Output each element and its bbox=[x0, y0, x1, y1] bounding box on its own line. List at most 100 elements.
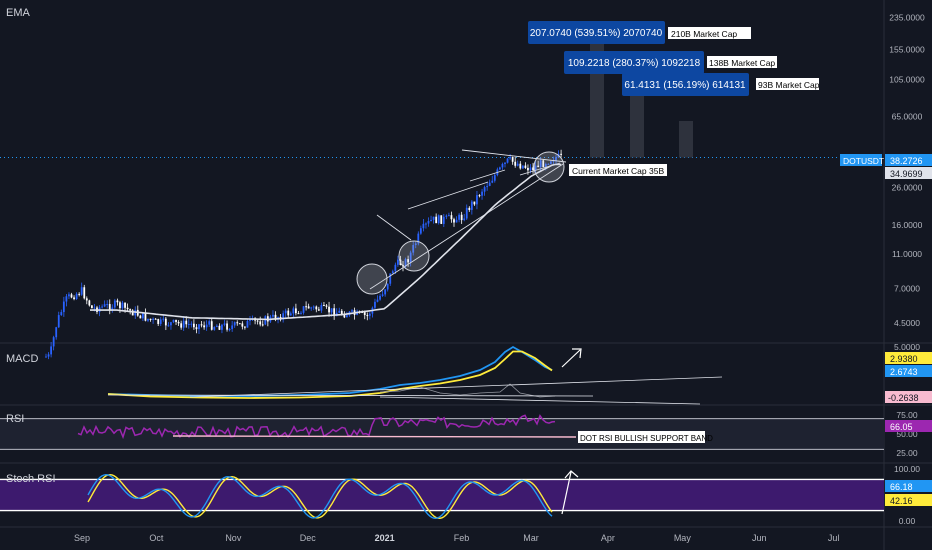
candle-body bbox=[113, 300, 116, 308]
svg-text:2.6743: 2.6743 bbox=[890, 367, 918, 377]
candle-body bbox=[164, 318, 167, 326]
candle-body bbox=[445, 215, 448, 217]
candle-body bbox=[167, 325, 170, 327]
candle-body bbox=[108, 304, 111, 310]
price-tick-label: 26.0000 bbox=[892, 182, 923, 192]
candle-body bbox=[261, 324, 264, 326]
rsi-support-note: DOT RSI BULLISH SUPPORT BAND bbox=[578, 431, 713, 443]
candle-body bbox=[244, 326, 246, 328]
macd-trend-line bbox=[107, 394, 594, 397]
candle-body bbox=[221, 324, 223, 330]
candle-body bbox=[493, 175, 496, 181]
candle-body bbox=[185, 320, 188, 325]
candle-body bbox=[93, 307, 96, 309]
rsi-line bbox=[77, 414, 556, 440]
svg-text:2.9380: 2.9380 bbox=[890, 354, 918, 364]
highlight-circle bbox=[533, 151, 565, 183]
candle-body bbox=[323, 305, 325, 307]
candle-body bbox=[203, 325, 205, 328]
candle-body bbox=[509, 157, 511, 159]
candle-body bbox=[65, 296, 68, 302]
candle-body bbox=[198, 324, 200, 330]
stoch-arrow bbox=[561, 470, 579, 515]
candle-body bbox=[236, 322, 239, 324]
svg-text:42.16: 42.16 bbox=[890, 496, 913, 506]
main-pane-label: EMA bbox=[6, 7, 31, 19]
target-annotation-2[interactable]: 109.2218 (280.37%) 1092218 138B Market C… bbox=[564, 51, 777, 74]
candle-body bbox=[182, 320, 185, 328]
candle-body bbox=[297, 313, 300, 315]
candle-body bbox=[550, 161, 552, 164]
candle-body bbox=[111, 307, 114, 310]
rsi-tick-label: 75.00 bbox=[896, 410, 918, 420]
candle-body bbox=[68, 294, 70, 297]
stoch-k-line bbox=[87, 473, 553, 520]
candle-body bbox=[295, 308, 297, 314]
candle-body bbox=[414, 243, 417, 246]
candle-body bbox=[521, 165, 524, 169]
macd-pane-label: MACD bbox=[6, 353, 38, 365]
candle-body bbox=[177, 321, 180, 324]
candle-body bbox=[154, 318, 157, 320]
candle-body bbox=[119, 302, 121, 309]
rsi-value-tag: 66.05 bbox=[885, 420, 932, 432]
macd-tick-label: 5.0000 bbox=[894, 342, 920, 352]
candle-body bbox=[422, 223, 425, 229]
rsi-tick-label: 50.00 bbox=[896, 429, 918, 439]
candle-body bbox=[453, 219, 455, 223]
price-tick-label: 11.0000 bbox=[892, 249, 922, 259]
candle-body bbox=[195, 327, 198, 330]
candle-body bbox=[389, 273, 392, 284]
candle-body bbox=[351, 310, 353, 312]
candle-body bbox=[310, 307, 313, 309]
candle-body bbox=[486, 185, 489, 188]
candle-body bbox=[131, 310, 134, 316]
candle-body bbox=[448, 215, 450, 217]
candle-body bbox=[397, 259, 399, 265]
candle-body bbox=[317, 309, 320, 311]
time-axis-label: Mar bbox=[523, 533, 539, 543]
candle-body bbox=[555, 157, 557, 161]
signal-line bbox=[107, 350, 553, 399]
candle-body bbox=[264, 316, 267, 325]
candle-body bbox=[468, 207, 471, 210]
candle-body bbox=[91, 305, 93, 309]
rsi-support-line bbox=[172, 435, 577, 438]
macd-trend-line bbox=[379, 396, 701, 405]
candle-body bbox=[274, 314, 277, 320]
candle-body bbox=[430, 219, 432, 221]
ema-price-tag: 34.9699 bbox=[885, 167, 932, 179]
rsi-note-label: DOT RSI BULLISH SUPPORT BAND bbox=[580, 434, 713, 443]
symbol-price-tag: DOTUSDT 38.2726 bbox=[840, 154, 932, 166]
candle-body bbox=[455, 219, 458, 223]
candle-body bbox=[57, 315, 60, 328]
candle-body bbox=[292, 308, 295, 314]
target-bar bbox=[679, 120, 693, 158]
candle-body bbox=[315, 306, 318, 310]
candle-body bbox=[478, 195, 481, 197]
last-price-label: 38.2726 bbox=[890, 156, 923, 166]
candle-body bbox=[205, 324, 208, 328]
candle-body bbox=[432, 216, 435, 220]
target-annotation-1[interactable]: 207.0740 (539.51%) 2070740 210B Market C… bbox=[528, 21, 751, 44]
candle-body bbox=[62, 301, 65, 313]
time-axis-label: Sep bbox=[74, 533, 90, 543]
candle-body bbox=[483, 187, 486, 192]
candle-body bbox=[363, 312, 366, 316]
candle-body bbox=[404, 259, 407, 267]
candle-body bbox=[376, 299, 379, 302]
candle-body bbox=[213, 327, 216, 330]
svg-text:-0.2638: -0.2638 bbox=[888, 393, 919, 403]
candle-body bbox=[208, 321, 211, 325]
target-cap-label: 210B Market Cap bbox=[671, 29, 737, 39]
trend-line bbox=[461, 149, 567, 163]
target-annotation-3[interactable]: 61.4131 (156.19%) 614131 93B Market Cap bbox=[622, 73, 820, 96]
candle-body bbox=[379, 295, 381, 300]
candle-body bbox=[52, 337, 55, 347]
rsi-tick-label: 25.00 bbox=[896, 448, 918, 458]
stoch-pane-label: Stoch RSI bbox=[6, 473, 56, 485]
candle-body bbox=[307, 306, 310, 309]
candle-body bbox=[560, 153, 562, 155]
